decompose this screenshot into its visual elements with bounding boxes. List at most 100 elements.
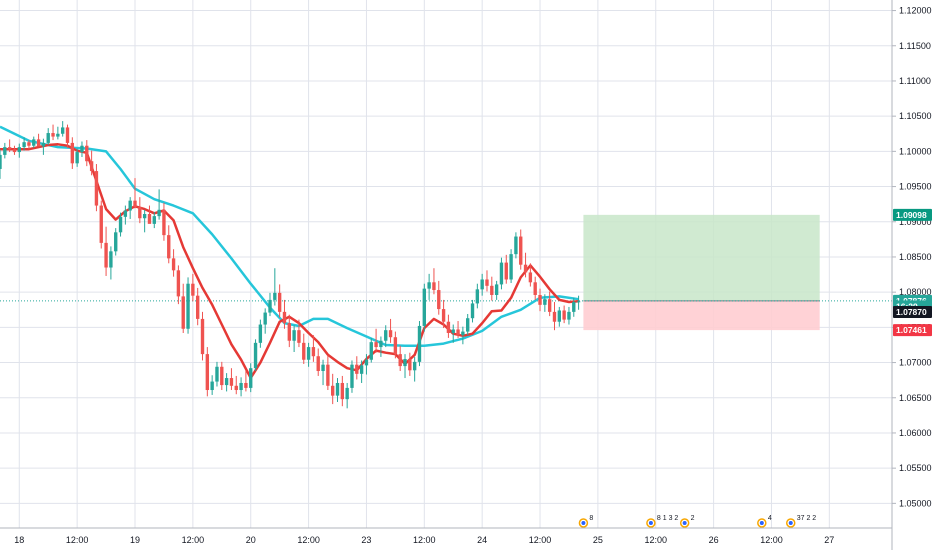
candle-body (147, 214, 152, 224)
candle-body (215, 366, 219, 382)
candle-body (494, 284, 499, 295)
price-tag-label: 1.07461 (896, 325, 927, 335)
candle-body (292, 330, 296, 341)
candle-body (138, 206, 142, 219)
event-count-label: 8 (589, 515, 593, 522)
candle-body (162, 209, 166, 236)
price-tick-label: 1.06000 (899, 428, 932, 438)
candle-body (543, 299, 547, 305)
candle-body (461, 331, 465, 336)
candle-body (446, 321, 451, 333)
candle-body (504, 262, 508, 280)
candle-body (244, 382, 248, 388)
price-axis[interactable]: 1.12000 1.11500 1.11000 1.10500 1.10000 1.095… (891, 0, 932, 550)
event-count-label: 8 1 3 2 (657, 515, 679, 522)
candle-body (36, 139, 41, 147)
candle-body (70, 142, 75, 164)
candle-body (384, 330, 388, 341)
candle-body (200, 318, 205, 355)
candle-body (7, 147, 12, 150)
candle-body (403, 359, 407, 367)
time-tick-label: 12:00 (644, 535, 667, 545)
candle-body (249, 368, 253, 388)
candle-body (562, 310, 566, 320)
time-tick-label: 12:00 (182, 535, 205, 545)
candle-body (17, 147, 21, 153)
event-count-label: 2 (691, 515, 695, 522)
candle-body (552, 311, 557, 322)
price-tag-bg (893, 324, 932, 337)
candle-body (41, 142, 46, 147)
candle-body (523, 264, 528, 273)
time-axis[interactable]: 18 12:00 19 12:00 20 12:00 23 12:00 24 12:00 25 12:… (0, 527, 892, 550)
price-tick-label: 1.10500 (899, 111, 932, 121)
candle-body (369, 342, 373, 360)
event-flag-dot (648, 521, 653, 525)
price-tick-label: 1.08000 (899, 287, 932, 297)
price-tag-label: 1.09098 (896, 210, 927, 220)
candle-body (538, 294, 542, 305)
candle-body (557, 310, 561, 322)
candle-body (157, 209, 161, 217)
candle-body (509, 254, 513, 280)
candle-body (364, 359, 369, 366)
candle-body (22, 142, 26, 148)
time-tick-label: 24 (477, 535, 487, 545)
price-tick-label: 1.09500 (899, 182, 932, 192)
time-tick-label: 25 (593, 535, 603, 545)
economic-events-row[interactable]: 8 8 1 3 2 2 4 37 2 2 (578, 515, 816, 528)
candle-body (485, 279, 489, 286)
candle-body (456, 329, 460, 336)
candle-body (224, 378, 229, 386)
candle-body (239, 382, 243, 391)
time-tick-label: 26 (709, 535, 719, 545)
candle-body (263, 312, 267, 325)
candle-body (567, 311, 571, 320)
time-tick-label: 18 (14, 535, 24, 545)
long-position-tool[interactable] (0, 214, 892, 331)
candle-body (109, 251, 113, 268)
candle-body (451, 329, 455, 333)
candle-body (253, 342, 258, 369)
price-tick-label: 1.10000 (899, 146, 932, 156)
price-tick-label: 1.05000 (899, 498, 932, 508)
candle-body (277, 292, 282, 312)
candle-body (576, 301, 581, 303)
time-tick-label: 23 (361, 535, 371, 545)
candle-body (65, 127, 70, 143)
event-flag-dot (682, 521, 687, 525)
candle-body (75, 152, 79, 164)
candle-body (99, 205, 103, 243)
price-tick-label: 1.11500 (899, 41, 931, 51)
target-zone[interactable] (583, 214, 820, 301)
candle-body (152, 216, 156, 224)
candle-body (210, 381, 214, 391)
candle-body (80, 145, 84, 153)
candle-body (229, 378, 234, 386)
candle-body (191, 283, 195, 296)
candle-body (56, 133, 60, 137)
candle-body (355, 364, 359, 374)
candle-body (441, 309, 446, 322)
candle-body (412, 361, 417, 371)
candle-body (287, 323, 291, 341)
candle-body (408, 359, 412, 371)
candle-body (470, 303, 475, 319)
candle-body (0, 154, 2, 169)
candle-body (379, 340, 383, 348)
candlestick-series (0, 121, 581, 409)
price-axis-bg (892, 0, 932, 550)
candle-body (3, 147, 7, 155)
candle-body (572, 302, 576, 312)
candle-body (316, 356, 320, 372)
candle-body (186, 283, 190, 329)
candle-body (195, 295, 200, 319)
candle-body (32, 139, 36, 146)
candle-body (94, 171, 99, 206)
candle-body (321, 364, 325, 372)
candle-body (417, 325, 422, 362)
price-tick-label: 1.05500 (899, 463, 932, 473)
candle-body (297, 330, 301, 343)
stop-zone[interactable] (583, 300, 820, 331)
